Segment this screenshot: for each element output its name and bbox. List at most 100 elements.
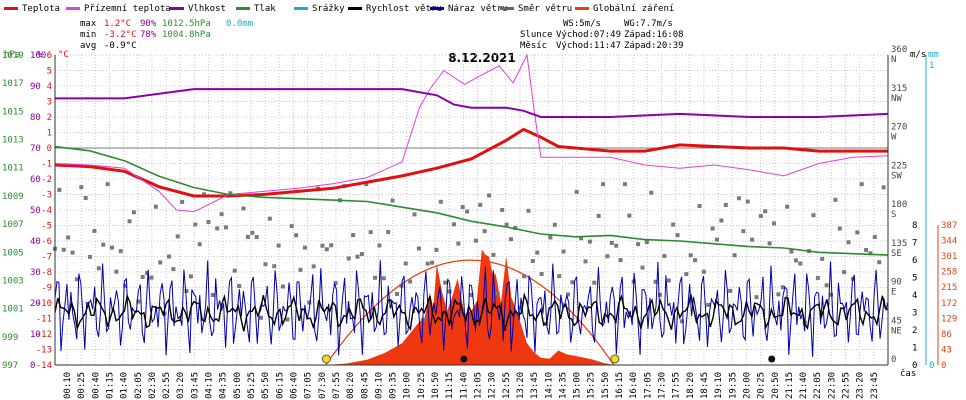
x-tick: 15:25 bbox=[587, 372, 597, 399]
radiation-tick: 129 bbox=[941, 314, 957, 324]
legend-swatch bbox=[500, 7, 514, 10]
temperature-tick: 1 bbox=[47, 129, 52, 139]
sunrise-marker bbox=[321, 354, 331, 364]
stats-min-hum: 78% bbox=[140, 30, 157, 40]
direction-label: N bbox=[891, 55, 896, 65]
temperature-tick: 3 bbox=[47, 98, 52, 108]
series-gust bbox=[54, 260, 889, 357]
legend-label: Globální záření bbox=[593, 4, 674, 14]
wind-dir-point bbox=[180, 199, 185, 204]
wind-dir-point bbox=[539, 271, 544, 276]
wind-speed-info: WS:5m/s bbox=[563, 19, 601, 29]
x-tick: 08:20 bbox=[346, 372, 356, 399]
wind-dir-point bbox=[109, 245, 114, 250]
wind-dir-point bbox=[614, 243, 619, 248]
wind-dir-point bbox=[758, 214, 763, 219]
wind-dir-point bbox=[622, 182, 627, 187]
wind-dir-point bbox=[846, 240, 851, 245]
wind-dir-point bbox=[307, 300, 312, 305]
legend-label: Náraz větru bbox=[448, 4, 508, 14]
wind-dir-point bbox=[596, 213, 601, 218]
wind-dir-point bbox=[153, 204, 158, 209]
stats-min-label: min bbox=[80, 30, 96, 40]
wind-dir-point bbox=[465, 209, 470, 214]
wind-dir-point bbox=[868, 251, 873, 256]
wind-dir-point bbox=[583, 259, 588, 264]
wind-dir-point bbox=[649, 190, 654, 195]
wind-dir-point bbox=[688, 253, 693, 258]
stats-min-temp: -3.2°C bbox=[104, 30, 137, 40]
wind-dir-point bbox=[456, 241, 461, 246]
direction-label: W bbox=[891, 133, 897, 143]
x-tick: 02:55 bbox=[162, 372, 172, 399]
temperature-tick: -11 bbox=[36, 315, 52, 325]
wind-dir-point bbox=[408, 279, 413, 284]
wind-dir-point bbox=[289, 224, 294, 229]
wind-dir-point bbox=[618, 258, 623, 263]
wind-unit: m/s bbox=[910, 50, 926, 60]
x-tick: 08:45 bbox=[360, 372, 370, 399]
x-tick: 10:50 bbox=[431, 372, 441, 399]
wind-dir-point bbox=[798, 261, 803, 266]
radiation-tick: 86 bbox=[941, 330, 952, 340]
wind-dir-point bbox=[640, 265, 645, 270]
wind-dir-point bbox=[131, 210, 136, 215]
wind-dir-point bbox=[679, 319, 684, 324]
wind-dir-point bbox=[842, 270, 847, 275]
wind-dir-point bbox=[745, 199, 750, 204]
wind-dir-point bbox=[627, 213, 632, 218]
wind-dir-point bbox=[833, 197, 838, 202]
wind-dir-point bbox=[171, 267, 176, 272]
wind-dir-point bbox=[658, 292, 663, 297]
wind-dir-point bbox=[329, 243, 334, 248]
wind-dir-point bbox=[666, 278, 671, 283]
wind-dir-point bbox=[373, 275, 378, 280]
x-tick: 15:50 bbox=[601, 372, 611, 399]
wind-dir-point bbox=[302, 245, 307, 250]
wind-dir-point bbox=[710, 226, 715, 231]
x-tick: 12:30 bbox=[488, 372, 498, 399]
x-tick: 22:55 bbox=[842, 372, 852, 399]
legend-label: Srážky bbox=[312, 4, 345, 14]
wind-dir-point bbox=[105, 182, 110, 187]
wind-dir-point bbox=[202, 192, 207, 197]
x-tick: 07:05 bbox=[304, 372, 314, 399]
wind-dir-point bbox=[693, 258, 698, 263]
wind-dir-point bbox=[495, 291, 500, 296]
wind-dir-point bbox=[184, 288, 189, 293]
wind-dir-point bbox=[478, 202, 483, 207]
wind-dir-point bbox=[355, 254, 360, 259]
wind-dir-point bbox=[487, 193, 492, 198]
wind-dir-point bbox=[587, 239, 592, 244]
wind-dir-point bbox=[500, 207, 505, 212]
wind-dir-point bbox=[175, 234, 180, 239]
x-tick: 14:35 bbox=[558, 372, 568, 399]
wind-dir-point bbox=[592, 280, 597, 285]
moonset-time: Západ:20:39 bbox=[624, 41, 684, 51]
wind-dir-point bbox=[473, 238, 478, 243]
wind-dir-point bbox=[114, 269, 119, 274]
wind-dir-point bbox=[522, 274, 527, 279]
wind-dir-point bbox=[259, 315, 264, 320]
x-tick: 11:15 bbox=[445, 372, 455, 399]
wind-dir-point bbox=[197, 242, 202, 247]
stats-max-pres: 1012.5hPa bbox=[162, 19, 211, 29]
humidity-tick: 10 bbox=[30, 330, 41, 340]
wind-dir-point bbox=[166, 254, 171, 259]
x-tick: 13:45 bbox=[530, 372, 540, 399]
wind-dir-point bbox=[206, 219, 211, 224]
wind-dir-point bbox=[671, 222, 676, 227]
wind-dir-point bbox=[430, 260, 435, 265]
legend-swatch bbox=[430, 7, 444, 10]
direction-label: SW bbox=[891, 171, 902, 181]
wind-dir-point bbox=[61, 247, 66, 252]
x-tick: 13:20 bbox=[516, 372, 526, 399]
wind-dir-point bbox=[210, 293, 215, 298]
wind-dir-point bbox=[237, 284, 242, 289]
x-tick: 22:30 bbox=[827, 372, 837, 399]
plot-area bbox=[53, 53, 889, 366]
wind-dir-point bbox=[276, 243, 281, 248]
wind-dir-point bbox=[368, 230, 373, 235]
temperature-tick: -8 bbox=[41, 268, 52, 278]
